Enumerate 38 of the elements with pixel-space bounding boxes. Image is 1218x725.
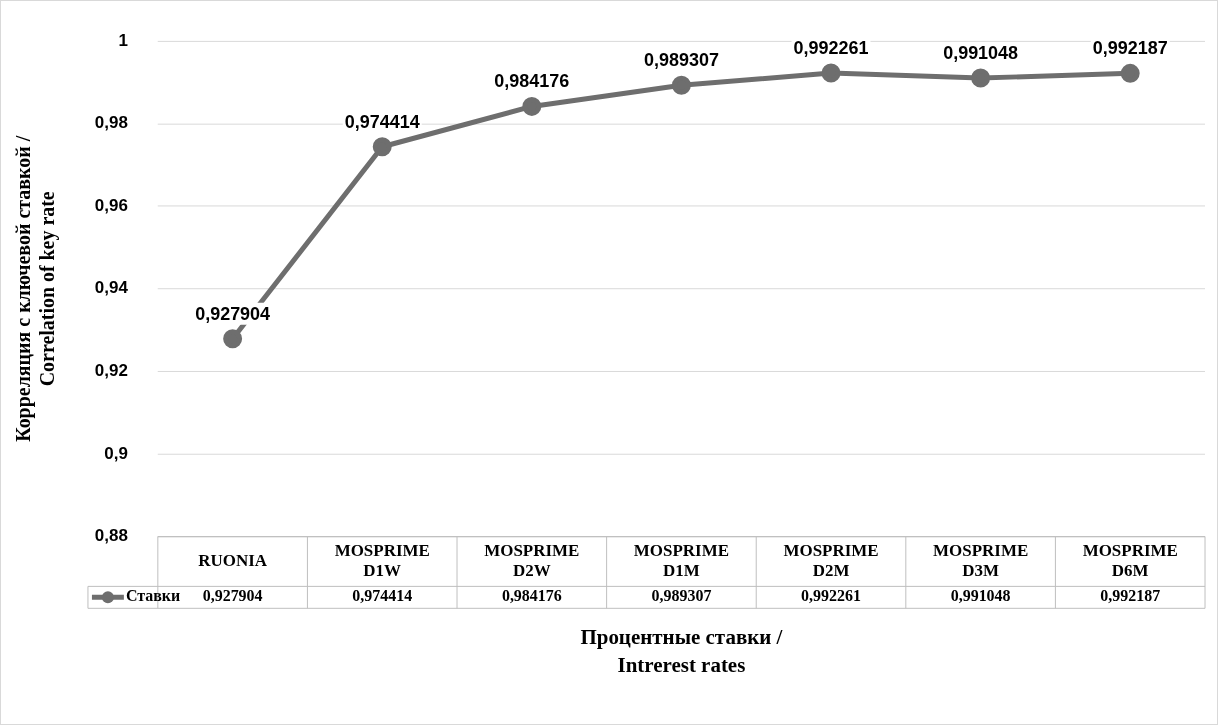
- point: [223, 329, 243, 349]
- y-tick-label: 0,96: [94, 195, 128, 215]
- data-label: 0,927904: [202, 587, 263, 605]
- y-tick-label: 1: [118, 30, 128, 50]
- point: [372, 137, 392, 157]
- x-axis-title: Процентные ставки / Intrerest rates: [580, 624, 784, 677]
- data-label: 0,991048: [950, 587, 1011, 605]
- data-label: 0,989307: [651, 587, 712, 605]
- x-tick-label: MOSPRIME D1W: [334, 540, 430, 580]
- x-tick-label: RUONIA: [198, 550, 268, 570]
- y-tick-label: 0,94: [94, 278, 129, 298]
- legend-label: Ставки: [125, 587, 181, 605]
- y-tick-label: 0,98: [94, 113, 128, 133]
- text: 0,927904: [195, 303, 271, 324]
- x-tick-label: MOSPRIME D3M: [933, 540, 1029, 580]
- data-label: 0,992261: [801, 587, 861, 605]
- y-axis-title: Корреляция с ключевой ставкой / Correlation of key rate: [12, 135, 60, 442]
- text: 0,984176: [494, 71, 570, 92]
- x-tick-label: MOSPRIME D6M: [1082, 540, 1178, 580]
- x-tick-label: MOSPRIME D2M: [783, 540, 879, 580]
- y-tick-label: 0,9: [104, 443, 128, 463]
- x-tick-label: MOSPRIME D1M: [633, 540, 730, 580]
- data-label: 0,984176: [501, 587, 562, 605]
- x-tick-label: MOSPRIME D2W: [484, 540, 580, 580]
- text: 0,992261: [793, 38, 869, 59]
- data-label: 0,974414: [352, 587, 413, 605]
- y-tick-label: 0,88: [94, 526, 128, 546]
- point: [1120, 63, 1140, 83]
- point: [671, 75, 691, 95]
- text: 0,989307: [643, 50, 719, 71]
- point: [971, 68, 991, 88]
- text: 0,992187: [1092, 38, 1168, 59]
- point: [821, 63, 841, 83]
- point: [522, 96, 542, 116]
- y-tick-label: 0,92: [94, 361, 128, 381]
- data-label: 0,992187: [1100, 587, 1161, 605]
- text: 0,974414: [344, 111, 420, 132]
- text: 0,991048: [943, 43, 1019, 64]
